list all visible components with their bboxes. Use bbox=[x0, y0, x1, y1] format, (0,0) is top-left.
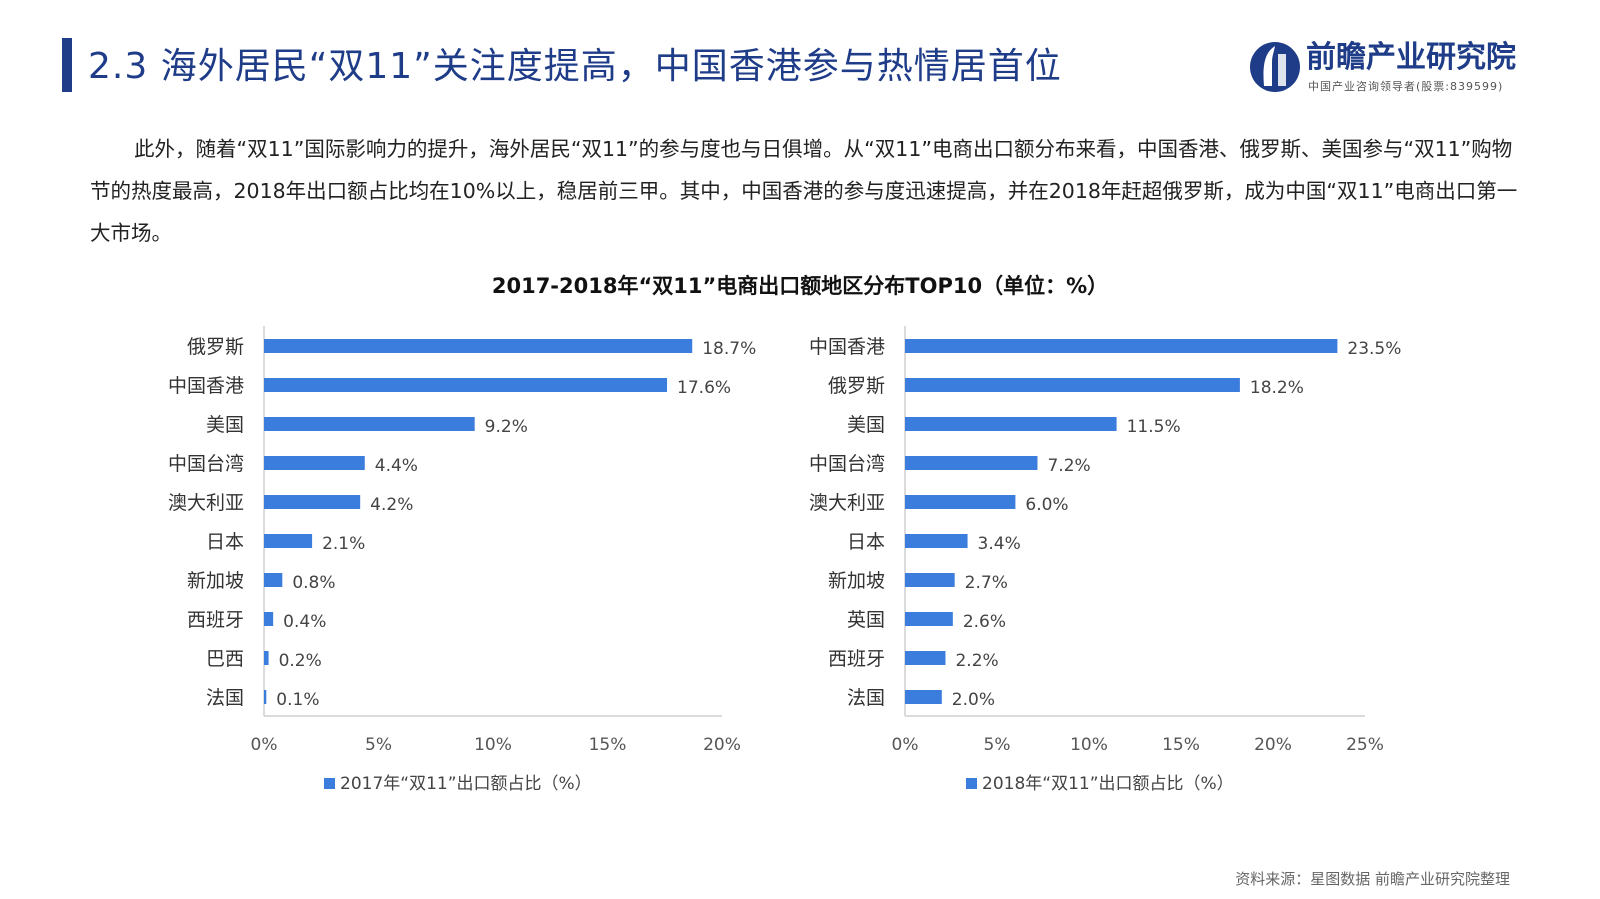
x-tick-label: 5% bbox=[984, 735, 1011, 755]
bar bbox=[264, 690, 267, 704]
legend-label: 2018年“双11”出口额占比（%） bbox=[982, 774, 1234, 794]
category-label: 英国 bbox=[847, 609, 885, 631]
category-label: 美国 bbox=[847, 414, 885, 436]
category-label: 新加坡 bbox=[828, 570, 885, 592]
legend-swatch bbox=[966, 778, 977, 789]
category-label: 西班牙 bbox=[828, 648, 885, 670]
x-tick-label: 15% bbox=[1162, 735, 1200, 755]
value-label: 17.6% bbox=[677, 378, 731, 398]
bar bbox=[264, 378, 668, 392]
category-label: 西班牙 bbox=[187, 609, 244, 631]
value-label: 0.8% bbox=[292, 573, 335, 593]
category-label: 俄罗斯 bbox=[828, 375, 885, 397]
value-label: 2.6% bbox=[963, 612, 1006, 632]
category-label: 日本 bbox=[206, 531, 244, 553]
x-tick-label: 5% bbox=[365, 735, 392, 755]
value-label: 6.0% bbox=[1025, 495, 1068, 515]
value-label: 9.2% bbox=[485, 417, 528, 437]
bar bbox=[905, 534, 968, 548]
bar bbox=[264, 456, 365, 470]
value-label: 0.1% bbox=[276, 690, 319, 710]
category-label: 巴西 bbox=[206, 648, 244, 670]
value-label: 0.4% bbox=[283, 612, 326, 632]
value-label: 11.5% bbox=[1127, 417, 1181, 437]
value-label: 3.4% bbox=[978, 534, 1021, 554]
value-label: 2.1% bbox=[322, 534, 365, 554]
x-tick-label: 10% bbox=[1070, 735, 1108, 755]
page-title: 2.3 海外居民“双11”关注度提高，中国香港参与热情居首位 bbox=[88, 46, 1062, 87]
bar bbox=[264, 573, 283, 587]
logo-icon bbox=[1250, 42, 1300, 92]
value-label: 2.7% bbox=[965, 573, 1008, 593]
legend-swatch bbox=[324, 778, 335, 789]
x-tick-label: 20% bbox=[703, 735, 741, 755]
bar bbox=[264, 495, 361, 509]
x-tick-label: 10% bbox=[474, 735, 512, 755]
legend-label: 2017年“双11”出口额占比（%） bbox=[340, 774, 592, 794]
bar bbox=[905, 417, 1117, 431]
x-tick-label: 25% bbox=[1346, 735, 1384, 755]
category-label: 澳大利亚 bbox=[168, 492, 244, 514]
category-label: 中国香港 bbox=[168, 375, 244, 397]
value-label: 18.2% bbox=[1250, 378, 1304, 398]
value-label: 7.2% bbox=[1047, 456, 1090, 476]
x-tick-label: 15% bbox=[589, 735, 627, 755]
bar bbox=[264, 339, 693, 353]
chart-2: 中国香港 23.5% 俄罗斯 18.2% 美国 11.5% 中国台湾 7.2% 澳大利亚 6.0%… bbox=[809, 326, 1401, 794]
logo: 前瞻产业研究院 中国产业咨询领导者(股票:839599) bbox=[1248, 38, 1548, 98]
category-label: 法国 bbox=[847, 687, 885, 709]
category-label: 新加坡 bbox=[187, 570, 244, 592]
bar bbox=[905, 690, 942, 704]
bar bbox=[905, 495, 1016, 509]
category-label: 澳大利亚 bbox=[809, 492, 885, 514]
bar bbox=[905, 651, 946, 665]
x-tick-label: 0% bbox=[892, 735, 919, 755]
x-tick-label: 0% bbox=[251, 735, 278, 755]
bar bbox=[264, 534, 313, 548]
value-label: 0.2% bbox=[279, 651, 322, 671]
category-label: 中国香港 bbox=[809, 336, 885, 358]
value-label: 2.0% bbox=[952, 690, 995, 710]
value-label: 4.2% bbox=[370, 495, 413, 515]
logo-name: 前瞻产业研究院 bbox=[1306, 40, 1516, 75]
value-label: 23.5% bbox=[1347, 339, 1401, 359]
bar bbox=[905, 612, 953, 626]
bar bbox=[905, 456, 1038, 470]
chart-1: 俄罗斯 18.7% 中国香港 17.6% 美国 9.2% 中国台湾 4.4% 澳大利亚 4.2% 日… bbox=[168, 326, 756, 794]
bar bbox=[264, 651, 269, 665]
x-tick-label: 20% bbox=[1254, 735, 1292, 755]
value-label: 4.4% bbox=[375, 456, 418, 476]
category-label: 法国 bbox=[206, 687, 244, 709]
title-accent-bar bbox=[62, 38, 72, 92]
bar bbox=[264, 417, 475, 431]
bar bbox=[264, 612, 274, 626]
bar bbox=[905, 378, 1240, 392]
source-note: 资料来源：星图数据 前瞻产业研究院整理 bbox=[1235, 870, 1510, 888]
intro-paragraph: 此外，随着“双11”国际影响力的提升，海外居民“双11”的参与度也与日俱增。从“… bbox=[90, 137, 1518, 245]
category-label: 中国台湾 bbox=[168, 453, 244, 475]
value-label: 2.2% bbox=[955, 651, 998, 671]
category-label: 日本 bbox=[847, 531, 885, 553]
category-label: 美国 bbox=[206, 414, 244, 436]
chart-title: 2017-2018年“双11”电商出口额地区分布TOP10（单位：%） bbox=[491, 274, 1109, 298]
bar bbox=[905, 573, 955, 587]
value-label: 18.7% bbox=[702, 339, 756, 359]
bar bbox=[905, 339, 1338, 353]
category-label: 中国台湾 bbox=[809, 453, 885, 475]
category-label: 俄罗斯 bbox=[187, 336, 244, 358]
logo-subtitle: 中国产业咨询领导者(股票:839599) bbox=[1308, 80, 1504, 93]
